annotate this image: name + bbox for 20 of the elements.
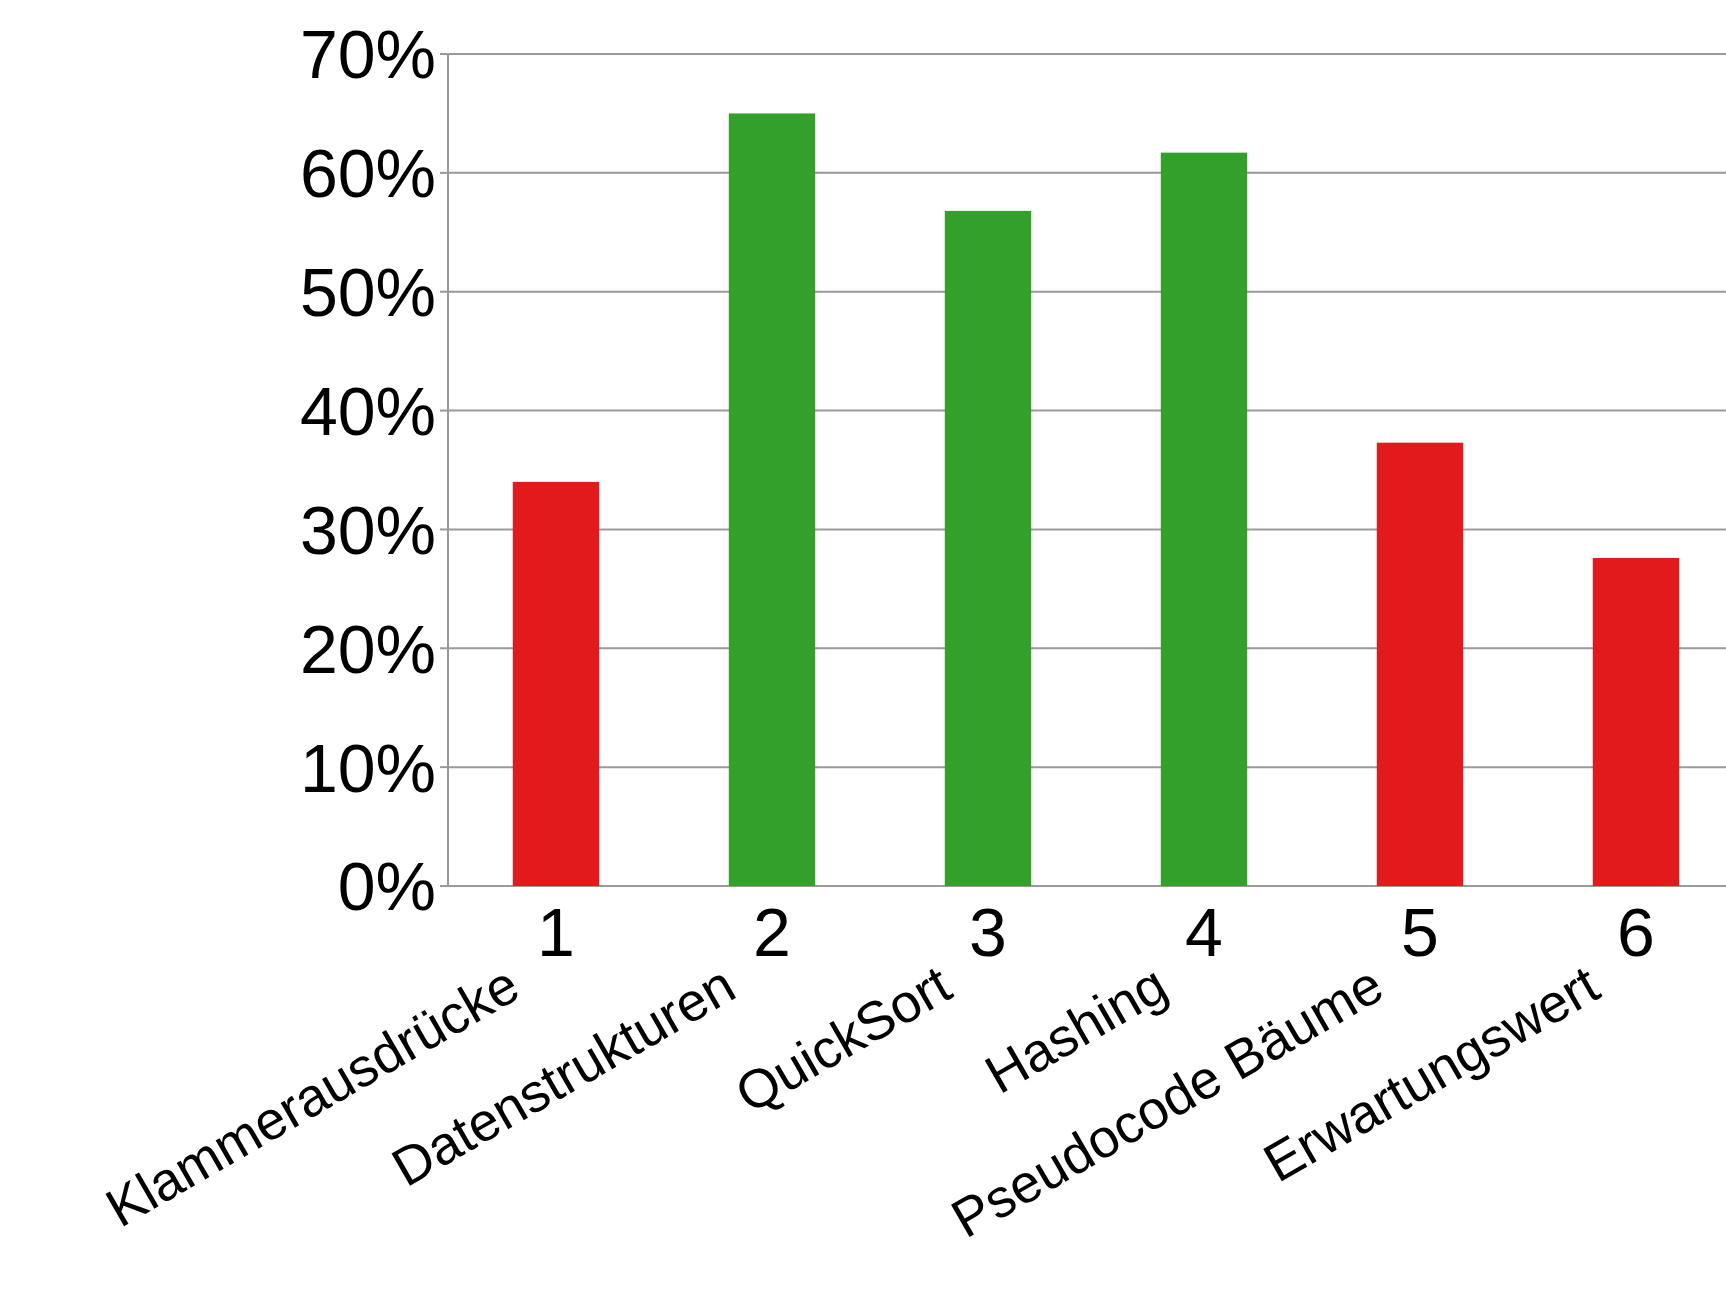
x-tick-label: 2 (753, 894, 791, 970)
y-tick-label: 70% (299, 16, 436, 93)
x-tick-label: 5 (1401, 894, 1439, 970)
bar (1376, 442, 1464, 886)
x-tick-label: 1 (537, 894, 575, 970)
y-tick-label: 20% (299, 610, 436, 687)
y-tick-label: 60% (299, 135, 436, 212)
y-tick-label: 10% (299, 729, 436, 806)
x-tick-label: 6 (1617, 894, 1655, 970)
bar (512, 481, 600, 886)
y-tick-label: 0% (337, 848, 436, 925)
bar (944, 210, 1032, 886)
y-tick-label: 40% (299, 373, 436, 450)
x-tick-label: 4 (1185, 894, 1223, 970)
bar (728, 113, 816, 886)
bar (1592, 557, 1680, 886)
y-tick-label: 30% (299, 491, 436, 568)
x-tick-label: 3 (969, 894, 1007, 970)
bar (1160, 152, 1248, 886)
y-tick-label: 50% (299, 254, 436, 331)
